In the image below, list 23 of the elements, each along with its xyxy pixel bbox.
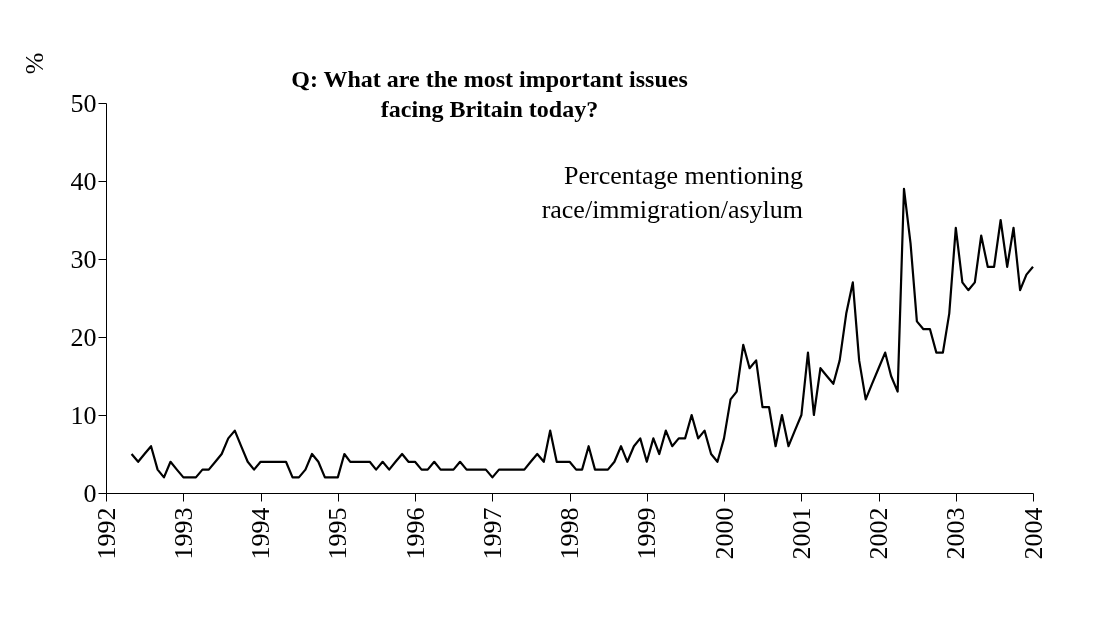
x-tick-label: 1997: [477, 507, 507, 560]
x-tick-label: 1996: [400, 507, 430, 560]
chart-title: Q: What are the most important issues facing Britain today?: [291, 66, 688, 123]
x-tick-label: 1993: [168, 507, 198, 560]
y-tick-label: 50: [70, 88, 97, 118]
x-tick-label: 2002: [864, 507, 894, 560]
y-tick-label: 40: [70, 166, 97, 196]
x-tick-label: 1999: [632, 507, 662, 560]
y-tick-label: 30: [70, 244, 97, 274]
x-tick-label: 2001: [786, 507, 816, 560]
x-tick-label: 1994: [246, 507, 276, 560]
x-tick-label: 2004: [1018, 507, 1048, 560]
x-tick-label: 2003: [941, 507, 971, 560]
x-tick-label: 1995: [323, 507, 353, 560]
y-tick-label: 10: [70, 400, 97, 430]
line-series: [130, 187, 1035, 479]
y-axis-title: %: [19, 52, 49, 75]
x-tick-label: 1992: [91, 507, 121, 560]
y-tick-label: 20: [70, 322, 97, 352]
text: Percentage mentioning race/immigration/asylum: [541, 161, 803, 224]
y-tick-label: 0: [83, 478, 97, 508]
x-tick-label: 2000: [709, 507, 739, 560]
x-tick-label: 1998: [555, 507, 585, 560]
